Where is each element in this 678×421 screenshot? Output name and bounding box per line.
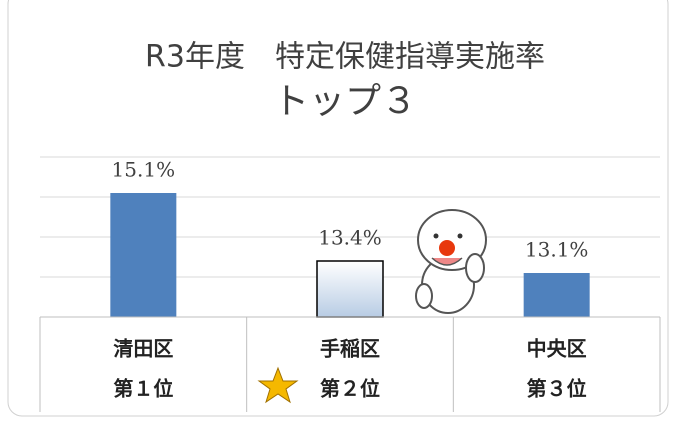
chart: R3年度 特定保健指導実施率 トップ３ 15.1% 13.4% 13.1% 清田区第…: [0, 0, 678, 417]
bar: [317, 261, 383, 317]
chart-subtitle: トップ３: [273, 81, 417, 122]
value-label: 15.1%: [112, 158, 176, 182]
rank-label: 第２位: [320, 377, 380, 401]
rank-label: 第３位: [527, 377, 587, 401]
bar: [524, 273, 590, 317]
chart-title: R3年度 特定保健指導実施率: [145, 40, 545, 75]
category-label: 清田区: [113, 337, 173, 361]
rank-label: 第１位: [113, 377, 173, 401]
category-label: 手稲区: [320, 337, 380, 361]
value-label: 13.1%: [525, 238, 589, 262]
value-label: 13.4%: [318, 226, 382, 250]
bar: [110, 193, 176, 317]
category-label: 中央区: [527, 337, 587, 361]
